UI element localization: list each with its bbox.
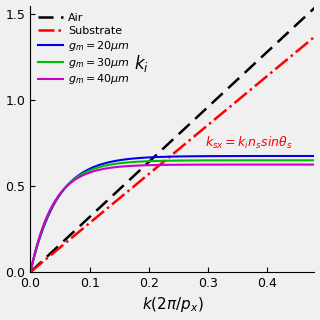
g_m=30μm (28, 270, 32, 274)
Substrate (316, 32, 320, 36)
g_m=30μm (316, 158, 320, 162)
X-axis label: $k(2\pi/p_x)$: $k(2\pi/p_x)$ (141, 295, 203, 315)
Line: g_m=20μm: g_m=20μm (30, 156, 320, 272)
g_m=20μm (164, 155, 168, 159)
g_m=40μm (164, 163, 168, 167)
Air (28, 270, 32, 274)
g_m=20μm (316, 154, 320, 158)
Substrate (164, 157, 168, 161)
g_m=30μm (44, 219, 47, 223)
g_m=40μm (261, 163, 265, 166)
g_m=30μm (164, 159, 168, 163)
Substrate (28, 270, 32, 274)
Text: $k_i$: $k_i$ (134, 53, 149, 74)
g_m=40μm (316, 163, 319, 166)
g_m=30μm (316, 158, 319, 162)
Substrate (44, 258, 47, 261)
g_m=20μm (261, 154, 265, 158)
g_m=20μm (172, 155, 176, 158)
Text: $k_{sx}$$=$$k_i n_s sin\theta_s$: $k_{sx}$$=$$k_i n_s sin\theta_s$ (205, 134, 292, 151)
Air (261, 53, 265, 57)
Substrate (172, 151, 176, 155)
g_m=40μm (44, 218, 47, 222)
Line: g_m=40μm: g_m=40μm (30, 164, 320, 272)
g_m=40μm (316, 163, 320, 166)
Line: Air: Air (30, 0, 320, 272)
Substrate (261, 77, 265, 81)
g_m=30μm (172, 159, 176, 163)
g_m=30μm (261, 158, 265, 162)
Air (316, 3, 320, 7)
Line: Substrate: Substrate (30, 27, 320, 272)
Air (316, 3, 319, 7)
Substrate (316, 32, 319, 36)
Legend: Air, Substrate, $g_m$$=$$20\mu m$, $g_m$$=$$30\mu m$, $g_m$$=$$40\mu m$: Air, Substrate, $g_m$$=$$20\mu m$, $g_m$… (36, 11, 132, 89)
Air (172, 136, 176, 140)
g_m=40μm (172, 163, 176, 167)
Air (164, 144, 168, 148)
Air (44, 256, 47, 260)
g_m=20μm (44, 220, 47, 224)
g_m=20μm (316, 154, 319, 158)
g_m=20μm (28, 270, 32, 274)
g_m=40μm (28, 270, 32, 274)
Line: g_m=30μm: g_m=30μm (30, 160, 320, 272)
